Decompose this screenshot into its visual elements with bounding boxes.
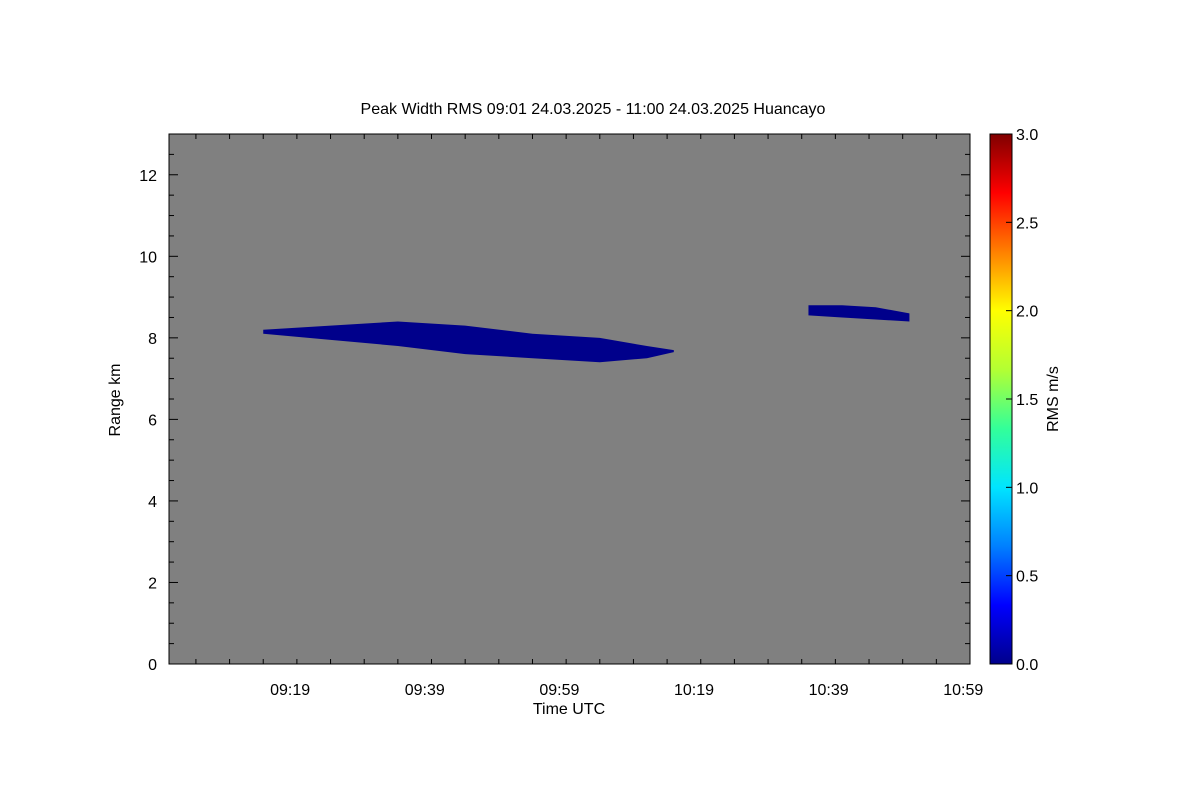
x-tick-label: 10:59: [943, 682, 983, 699]
y-tick-label: 10: [139, 249, 157, 266]
y-tick-label: 0: [148, 657, 157, 674]
chart-title: Peak Width RMS 09:01 24.03.2025 - 11:00 …: [361, 101, 826, 118]
colorbar-tick-label: 1.0: [1016, 480, 1038, 497]
y-axis: 0 2 4 6 8 10 12: [139, 133, 970, 674]
y-axis-label: Range km: [107, 364, 124, 437]
colorbar-tick-label: 3.0: [1016, 127, 1038, 144]
x-tick-label: 10:19: [674, 682, 714, 699]
y-tick-label: 8: [148, 331, 157, 348]
colorbar-tick-label: 2.0: [1016, 304, 1038, 321]
echo-layer: [808, 305, 910, 322]
colorbar-tick-label: 2.5: [1016, 215, 1038, 232]
echo-layer: [263, 321, 674, 363]
x-axis: 09:19 09:39 09:59 10:19 10:39 10:59: [195, 134, 983, 699]
x-tick-label: 09:39: [405, 682, 445, 699]
colorbar-tick-label: 0.5: [1016, 569, 1038, 586]
plot-area: [169, 134, 970, 664]
colorbar-tick-label: 1.5: [1016, 392, 1038, 409]
y-tick-label: 12: [139, 168, 157, 185]
x-tick-label: 09:59: [539, 682, 579, 699]
colorbar-axis: 0.0 0.5 1.0 1.5 2.0 2.5 3.0: [1006, 127, 1038, 674]
colorbar-tick-label: 0.0: [1016, 657, 1038, 674]
y-tick-label: 2: [148, 575, 157, 592]
x-axis-label: Time UTC: [533, 701, 605, 718]
y-tick-label: 4: [148, 494, 157, 511]
colorbar-label: RMS m/s: [1045, 366, 1062, 432]
x-tick-label: 09:19: [270, 682, 310, 699]
data-layers: [263, 305, 910, 363]
x-tick-label: 10:39: [809, 682, 849, 699]
y-tick-label: 6: [148, 412, 157, 429]
